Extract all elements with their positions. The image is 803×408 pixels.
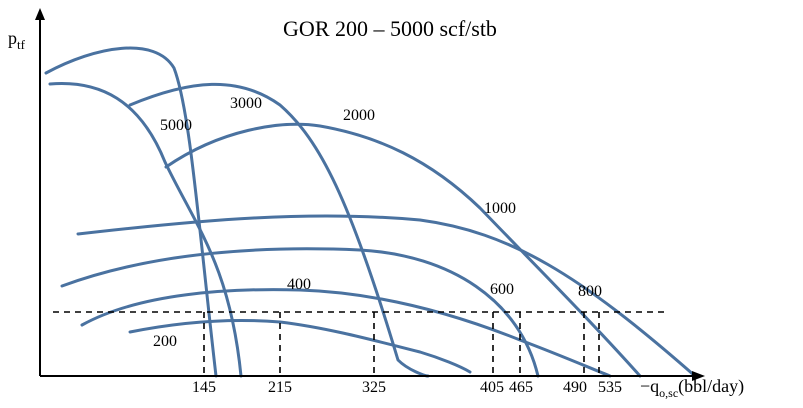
- curve-label-1000: 1000: [484, 200, 516, 217]
- curve-label-2000: 2000: [343, 107, 375, 124]
- x-tick-label: 215: [268, 379, 292, 396]
- curve-gor-200: [128, 318, 472, 374]
- x-axis-label-prefix: −q: [640, 376, 659, 396]
- curve-label-800: 800: [578, 283, 602, 300]
- x-tick-label: 465: [509, 379, 533, 396]
- x-tick-label: 325: [362, 379, 386, 396]
- curve-gor-400: [80, 288, 612, 378]
- y-axis-label: ptf: [8, 28, 26, 52]
- x-tick-label: 490: [563, 379, 587, 396]
- curve-gor-1000: [164, 122, 642, 378]
- x-axis-label: −qo,sc(bbl/day): [640, 376, 744, 400]
- y-axis-label-main: p: [8, 28, 17, 48]
- curve-label-200: 200: [153, 333, 177, 350]
- curve-label-400: 400: [287, 276, 311, 293]
- curve-gor-800: [76, 214, 697, 378]
- curve-gor-2000: [128, 82, 430, 378]
- curve-gor-5000: [44, 46, 218, 378]
- x-axis-label-units: (bbl/day): [678, 376, 744, 397]
- x-axis-label-sub: o,sc: [659, 386, 678, 400]
- y-axis-arrowhead: [35, 8, 45, 20]
- x-axis-arrowhead: [692, 371, 705, 381]
- curve-gor-600: [60, 247, 540, 378]
- x-tick-label: 535: [598, 379, 622, 396]
- curve-label-3000: 3000: [230, 95, 262, 112]
- curve-label-600: 600: [490, 281, 514, 298]
- curve-label-5000: 5000: [160, 117, 192, 134]
- x-tick-label: 145: [192, 379, 216, 396]
- y-axis-label-sub: tf: [17, 37, 26, 52]
- curve-gor-3000: [48, 82, 243, 378]
- x-tick-label: 405: [480, 379, 504, 396]
- chart-title: GOR 200 – 5000 scf/stb: [283, 16, 497, 41]
